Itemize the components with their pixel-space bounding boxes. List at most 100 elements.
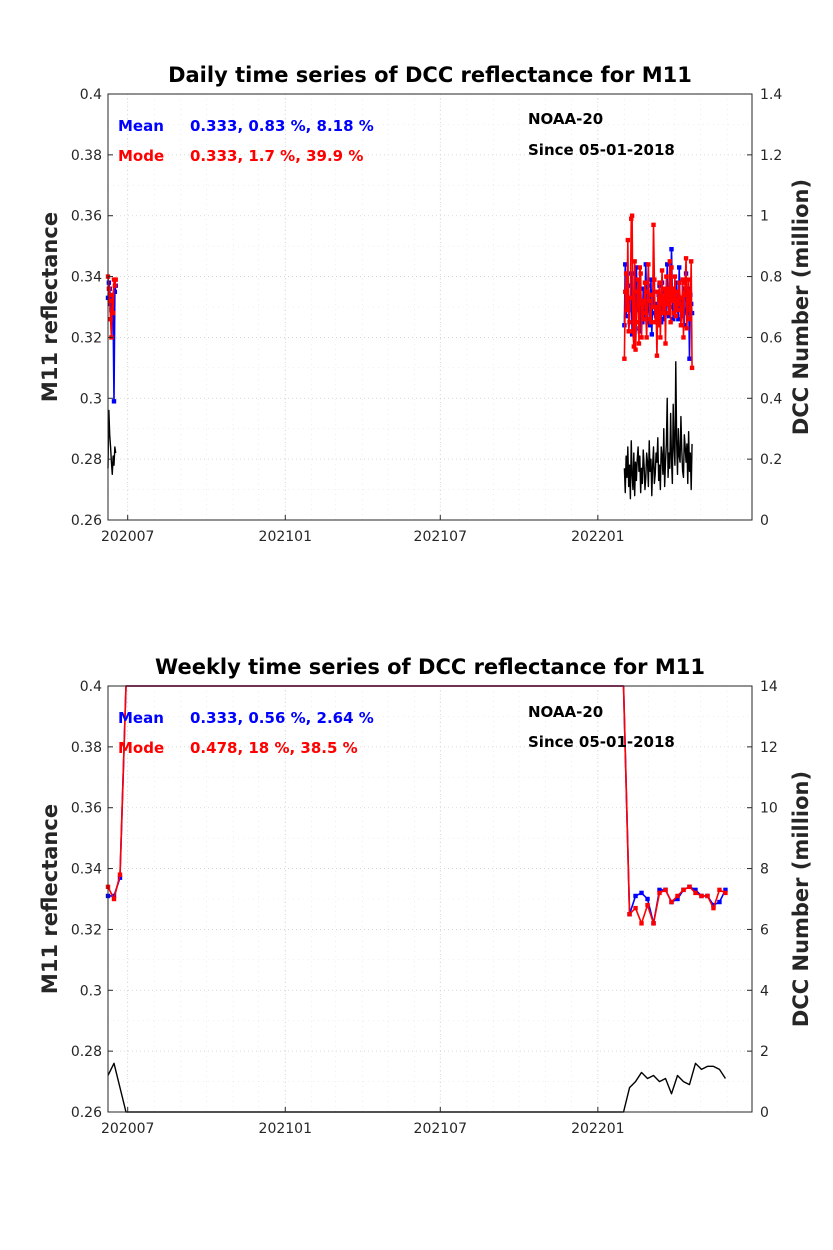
daily-mean-point xyxy=(671,316,676,322)
daily-mode-point xyxy=(641,316,646,322)
daily-mode-point xyxy=(659,295,664,301)
daily-y2tick-label: 0.4 xyxy=(760,391,782,407)
daily-ytick-label: 0.38 xyxy=(71,148,102,164)
daily-mode-line xyxy=(107,276,117,339)
daily-mode-point xyxy=(647,316,653,322)
daily-plot-frame xyxy=(107,93,753,521)
weekly-mean-point xyxy=(723,887,728,893)
daily-ytick-label: 0.36 xyxy=(71,209,102,225)
daily-y2tick-label: 0 xyxy=(760,513,769,529)
daily-mode-point xyxy=(686,277,691,282)
daily-y2-axis-label: DCC Number (million) xyxy=(789,179,813,435)
daily-mode-point xyxy=(663,341,668,346)
daily-count-line xyxy=(107,409,117,476)
daily-y2tick-label: 1.2 xyxy=(760,148,782,164)
daily-mode-point xyxy=(658,335,663,340)
daily-mode-point xyxy=(629,213,635,218)
daily-mode-point xyxy=(671,286,676,291)
daily-mode-point xyxy=(637,265,643,270)
daily-chart-title: Daily time series of DCC reflectance for… xyxy=(168,63,692,87)
daily-xtick-label: 202107 xyxy=(414,529,467,545)
daily-mode-point xyxy=(661,301,666,307)
weekly-mode-point xyxy=(675,893,680,899)
daily-mean-point xyxy=(629,332,635,337)
weekly-y2tick-label: 14 xyxy=(760,679,778,695)
daily-mode-point xyxy=(660,310,666,316)
daily-mode-point xyxy=(680,277,685,282)
daily-mode-point xyxy=(110,292,115,298)
daily-mean-point xyxy=(110,313,116,319)
daily-mode-point xyxy=(623,289,628,294)
daily-mode-point xyxy=(664,274,669,279)
daily-y2tick-label: 1.4 xyxy=(760,87,782,103)
daily-mode-point xyxy=(653,320,658,325)
daily-mean-point xyxy=(665,262,670,267)
daily-mode-point xyxy=(651,222,656,228)
daily-mean-point xyxy=(634,265,639,270)
daily-mode-point xyxy=(624,307,630,313)
weekly-mode-point xyxy=(663,887,668,893)
weekly-mode-label: Mode xyxy=(118,739,164,757)
weekly-mode-point xyxy=(681,887,686,893)
weekly-mode-point xyxy=(633,905,638,911)
daily-mode-point xyxy=(665,301,670,307)
daily-mode-point xyxy=(666,310,672,316)
daily-mode-point xyxy=(685,289,690,294)
weekly-mode-point xyxy=(717,887,722,893)
daily-ytick-label: 0.32 xyxy=(71,330,102,346)
daily-mode-point xyxy=(635,289,640,294)
weekly-mean-point xyxy=(711,902,716,908)
daily-mode-values: 0.333, 1.7 %, 39.9 % xyxy=(190,147,363,165)
weekly-mean-point xyxy=(633,893,638,899)
daily-mode-point xyxy=(678,323,684,328)
weekly-xtick-label: 202007 xyxy=(101,1121,154,1137)
weekly-mode-point xyxy=(639,921,644,926)
daily-mode-point xyxy=(667,259,672,264)
weekly-mode-point xyxy=(711,905,716,911)
daily-mode-point xyxy=(625,237,631,243)
daily-mode-point xyxy=(649,292,655,298)
daily-y-axis-label: M11 reflectance xyxy=(38,212,62,402)
weekly-y2tick-label: 12 xyxy=(760,740,778,756)
weekly-mean-point xyxy=(645,896,650,902)
weekly-mode-values: 0.478, 18 %, 38.5 % xyxy=(190,739,358,757)
weekly-mode-point xyxy=(699,893,704,899)
daily-mode-point xyxy=(687,316,692,322)
weekly-mode-point xyxy=(657,890,662,896)
daily-mode-point xyxy=(676,301,681,307)
daily-mode-label: Mode xyxy=(118,147,164,165)
daily-mode-point xyxy=(635,277,641,282)
daily-mode-point xyxy=(688,307,693,313)
daily-mode-point xyxy=(107,298,112,304)
daily-mean-point xyxy=(623,313,629,319)
weekly-ytick-label: 0.34 xyxy=(71,862,102,878)
daily-chart: Daily time series of DCC reflectance for… xyxy=(38,63,813,545)
daily-since-label: Since 05-01-2018 xyxy=(528,141,675,159)
weekly-chart: Weekly time series of DCC reflectance fo… xyxy=(38,655,813,1137)
daily-mode-point xyxy=(638,271,643,276)
daily-mode-point xyxy=(673,313,678,319)
daily-grid xyxy=(108,94,752,520)
daily-mean-point xyxy=(666,313,672,319)
daily-mode-point xyxy=(654,353,660,358)
daily-mode-point xyxy=(653,304,659,310)
weekly-mode-point xyxy=(693,890,698,896)
daily-mode-point xyxy=(627,320,632,325)
weekly-mode-point xyxy=(651,921,656,926)
daily-satellite-label: NOAA-20 xyxy=(528,110,603,128)
daily-mode-point xyxy=(684,326,690,331)
daily-mode-point xyxy=(640,301,645,307)
weekly-plot-frame xyxy=(107,685,753,1113)
daily-xtick-label: 202007 xyxy=(101,529,154,545)
daily-mode-point xyxy=(112,283,118,288)
daily-mode-point xyxy=(652,277,657,282)
weekly-mode-point xyxy=(723,890,728,896)
daily-mode-point xyxy=(629,216,634,221)
daily-mode-point xyxy=(677,280,682,285)
weekly-xtick-label: 202107 xyxy=(414,1121,467,1137)
daily-mode-point xyxy=(689,365,695,371)
weekly-mean-point xyxy=(657,887,662,893)
weekly-mode-point xyxy=(687,884,692,890)
weekly-ytick-label: 0.4 xyxy=(80,679,102,695)
